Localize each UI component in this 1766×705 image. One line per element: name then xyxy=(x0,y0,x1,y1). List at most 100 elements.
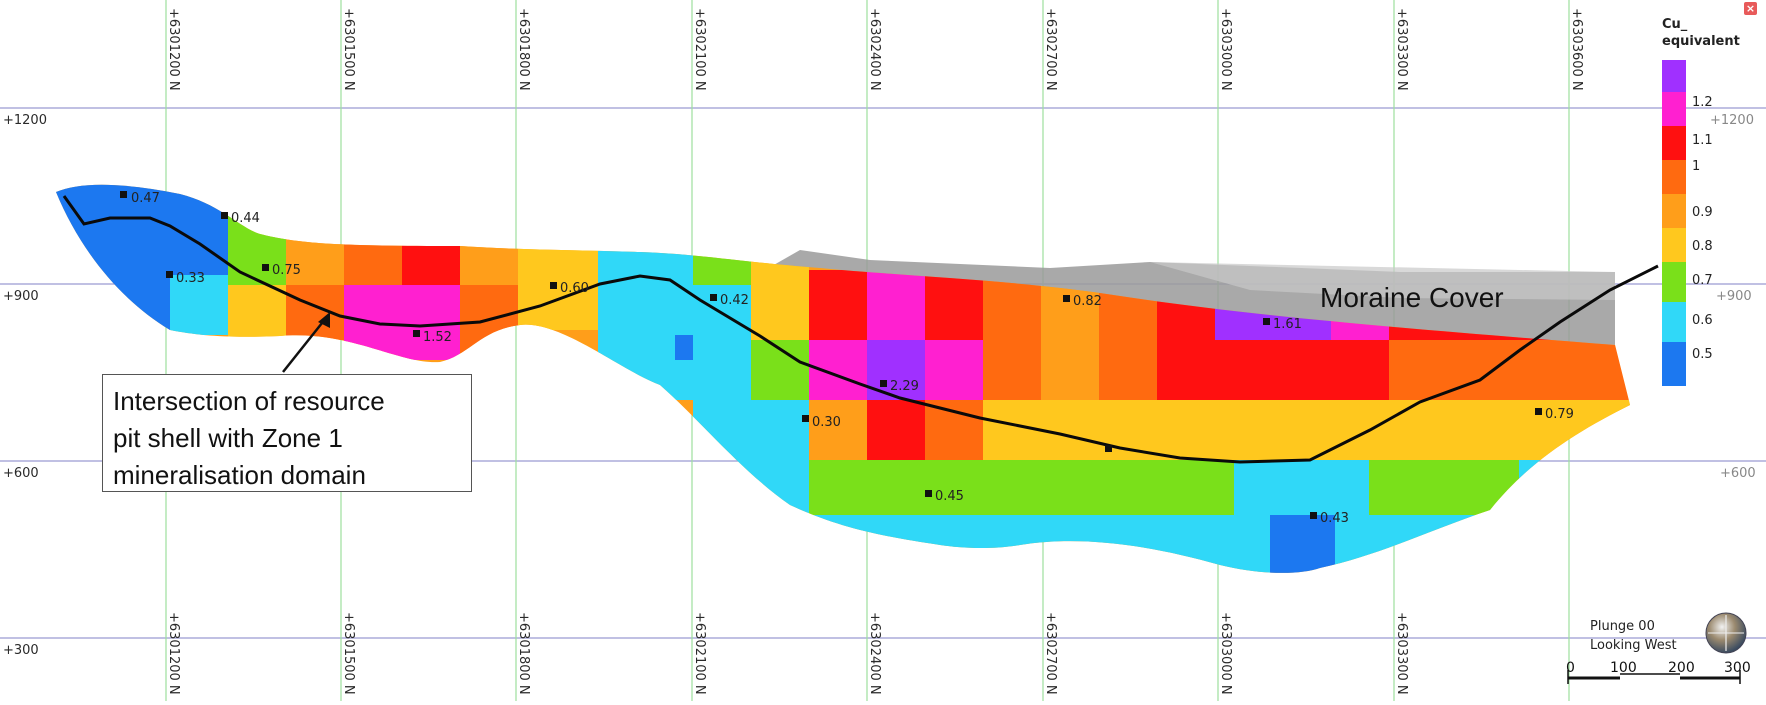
callout-line: pit shell with Zone 1 xyxy=(113,423,343,453)
moraine-cover-label: Moraine Cover xyxy=(1320,282,1504,313)
legend-swatch xyxy=(1662,126,1686,160)
sample-label: 0.43 xyxy=(1320,511,1349,526)
elevation-label: +900 xyxy=(1716,289,1752,304)
legend-title-line: Cu_ xyxy=(1662,17,1688,32)
elevation-labels-left: +1200 +900 +600 +300 xyxy=(3,113,47,658)
legend-label: 0.7 xyxy=(1692,273,1713,288)
callout-line: Intersection of resource xyxy=(113,386,385,416)
callout-arrow xyxy=(282,312,330,373)
elevation-labels-right: +1200 +900 +600 xyxy=(1710,113,1756,481)
northing-labels-bottom: +6301200 N +6301500 N +6301800 N +630210… xyxy=(166,612,1409,695)
northing-label: +6301800 N xyxy=(516,8,531,91)
legend-swatch xyxy=(1662,228,1686,262)
elevation-label: +1200 xyxy=(1710,113,1754,128)
sample-label: 0.75 xyxy=(272,263,301,278)
legend-swatch xyxy=(1662,194,1686,228)
moraine-cover-light xyxy=(1150,262,1615,300)
sample-label: 0.45 xyxy=(935,489,964,504)
looking-text: Looking West xyxy=(1590,638,1677,653)
northing-label: +6301500 N xyxy=(341,8,356,91)
callout-line: mineralisation domain xyxy=(113,460,366,490)
northing-label: +6302400 N xyxy=(867,8,882,91)
northing-label: +6302100 N xyxy=(692,612,707,695)
legend-swatch xyxy=(1662,60,1686,92)
northing-label: +6301800 N xyxy=(516,612,531,695)
legend-label: 0.9 xyxy=(1692,205,1713,220)
legend-labels: 1.2 1.1 1 0.9 0.8 0.7 0.6 0.5 xyxy=(1692,95,1713,362)
legend-label: 1 xyxy=(1692,159,1700,174)
plunge-text: Plunge 00 xyxy=(1590,619,1655,634)
elevation-label: +600 xyxy=(3,466,39,481)
scale-label: 0 xyxy=(1566,660,1575,676)
callout-box: Intersection of resource pit shell with … xyxy=(102,374,472,492)
sample-label: 0.42 xyxy=(720,293,749,308)
compass-icon[interactable] xyxy=(1705,612,1747,654)
northing-label: +6301500 N xyxy=(341,612,356,695)
legend-swatch xyxy=(1662,302,1686,342)
sample-label: 0.82 xyxy=(1073,294,1102,309)
sample-marker xyxy=(710,294,717,301)
pit-shell-line xyxy=(62,195,1659,464)
northing-label: +6301200 N xyxy=(166,612,181,695)
sample-marker xyxy=(120,191,127,198)
scale-label: 100 xyxy=(1610,660,1637,676)
scale-label: 300 xyxy=(1724,660,1751,676)
sample-marker xyxy=(550,282,557,289)
sample-label: 0.30 xyxy=(812,415,841,430)
sample-label: 0.44 xyxy=(231,211,260,226)
northing-label: +6303300 N xyxy=(1394,612,1409,695)
legend-swatch xyxy=(1662,92,1686,126)
legend-label: 1.1 xyxy=(1692,133,1713,148)
sample-marker xyxy=(166,271,173,278)
sample-marker xyxy=(1535,408,1542,415)
northing-label: +6301200 N xyxy=(166,8,181,91)
sample-label: 0.79 xyxy=(1545,407,1574,422)
sample-marker xyxy=(1310,512,1317,519)
sample-marker xyxy=(802,415,809,422)
elevation-label: +900 xyxy=(3,289,39,304)
scale-bar xyxy=(1567,670,1741,684)
sample-label: 1.52 xyxy=(423,330,452,345)
elevation-label: +600 xyxy=(1720,466,1756,481)
sample-label: 2.29 xyxy=(890,379,919,394)
northing-label: +6303000 N xyxy=(1218,612,1233,695)
sample-marker xyxy=(413,330,420,337)
sample-marker xyxy=(1063,295,1070,302)
sample-marker xyxy=(1105,445,1112,452)
legend-swatch xyxy=(1662,160,1686,194)
sample-label: 0.60 xyxy=(560,281,589,296)
northing-label: +6303300 N xyxy=(1394,8,1409,91)
sample-marker xyxy=(221,212,228,219)
legend-label: 1.2 xyxy=(1692,95,1713,110)
sample-labels: 0.47 0.44 0.33 0.75 1.52 0.60 0.42 0.82 … xyxy=(131,191,1574,526)
sample-marker xyxy=(880,380,887,387)
legend-swatch xyxy=(1662,262,1686,302)
legend-title: Cu_ equivalent xyxy=(1662,16,1740,50)
northing-label: +6302100 N xyxy=(692,8,707,91)
legend-label: 0.5 xyxy=(1692,347,1713,362)
sample-marker xyxy=(262,264,269,271)
elevation-label: +1200 xyxy=(3,113,47,128)
sample-label: 0.33 xyxy=(176,271,205,286)
northing-label: +6303600 N xyxy=(1569,8,1584,91)
sample-marker xyxy=(925,490,932,497)
scale-label: 200 xyxy=(1668,660,1695,676)
legend-label: 0.6 xyxy=(1692,313,1713,328)
close-icon[interactable]: × xyxy=(1744,2,1757,15)
sample-markers xyxy=(120,191,1542,519)
elevation-label: +300 xyxy=(3,643,39,658)
northing-label: +6303000 N xyxy=(1218,8,1233,91)
view-info: Plunge 00 Looking West xyxy=(1590,617,1677,655)
northing-labels-top: +6301200 N +6301500 N +6301800 N +630210… xyxy=(166,8,1584,91)
sample-marker xyxy=(1263,318,1270,325)
legend-swatch xyxy=(1662,342,1686,386)
legend-colorbar xyxy=(1662,60,1686,386)
sample-label: 0.47 xyxy=(131,191,160,206)
northing-label: +6302700 N xyxy=(1043,612,1058,695)
northing-label: +6302400 N xyxy=(867,612,882,695)
sample-label: 1.61 xyxy=(1273,317,1302,332)
legend-title-line: equivalent xyxy=(1662,34,1740,49)
legend-label: 0.8 xyxy=(1692,239,1713,254)
